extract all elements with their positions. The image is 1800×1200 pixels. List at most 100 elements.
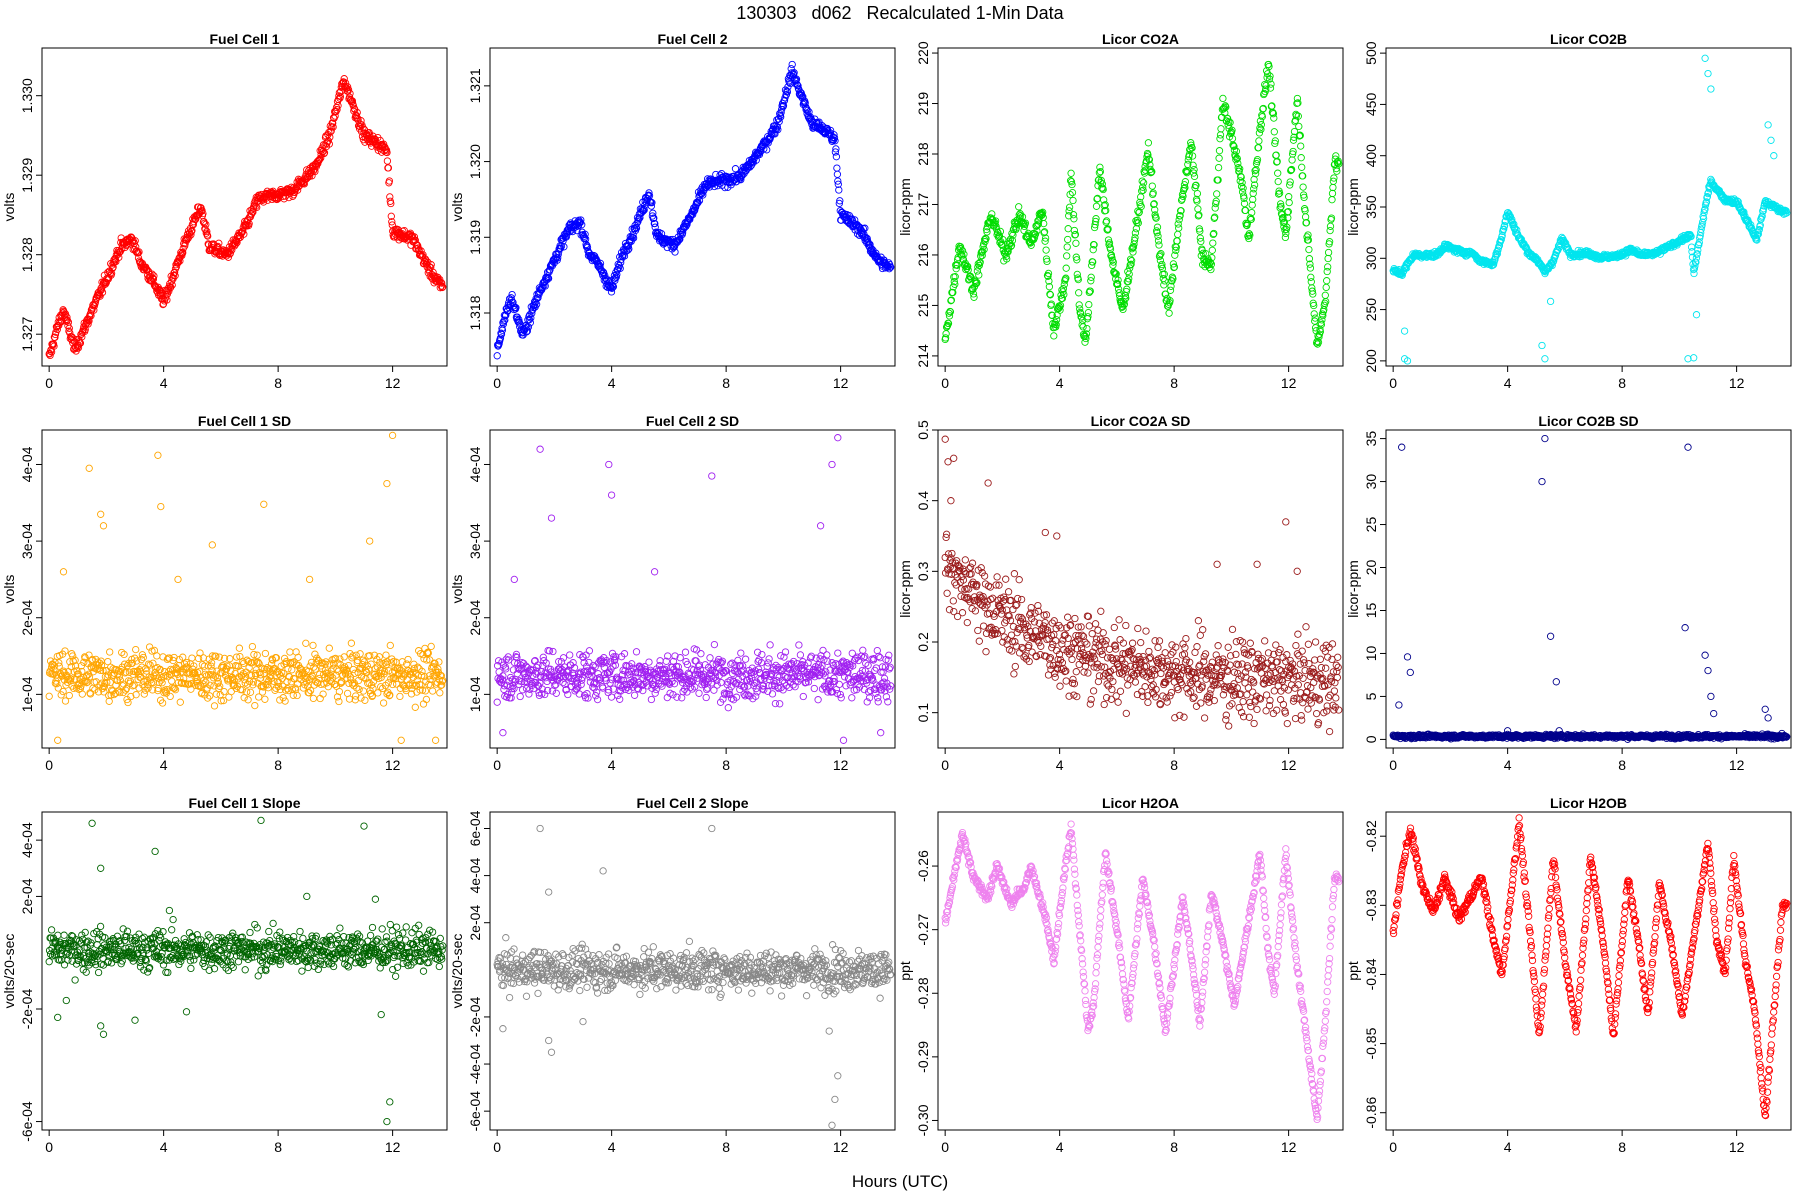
data-point	[408, 681, 417, 689]
data-point	[676, 654, 684, 662]
data-point	[99, 522, 108, 530]
data-point	[82, 679, 91, 687]
data-point	[1335, 160, 1343, 168]
data-point	[1274, 169, 1282, 177]
data-point	[273, 668, 281, 676]
data-point	[1146, 161, 1154, 169]
data-point	[1060, 290, 1068, 299]
data-point	[59, 687, 67, 696]
data-point	[1699, 214, 1708, 223]
data-point	[1259, 105, 1267, 113]
data-point	[1114, 276, 1122, 284]
data-point	[97, 510, 105, 518]
data-point	[1270, 128, 1278, 136]
y-axis-label: licor-ppm	[1345, 178, 1361, 236]
data-point	[1118, 302, 1127, 311]
data-point	[649, 209, 657, 217]
data-point	[506, 673, 515, 682]
data-point	[349, 665, 357, 674]
data-point	[1100, 202, 1108, 210]
data-point	[248, 642, 257, 651]
data-point	[533, 681, 542, 689]
data-point	[1050, 332, 1058, 340]
x-tick-label: 4	[160, 375, 168, 391]
data-point	[834, 177, 842, 185]
data-point	[1070, 215, 1078, 223]
data-point	[1493, 250, 1502, 258]
data-point	[799, 658, 807, 666]
data-point	[1126, 255, 1135, 263]
data-point	[67, 675, 75, 683]
data-point	[577, 680, 585, 689]
data-point	[132, 657, 141, 665]
data-point	[50, 342, 58, 350]
data-point	[1754, 230, 1763, 238]
data-point	[1250, 181, 1259, 189]
data-point	[738, 171, 746, 180]
y-tick-label: 220	[915, 41, 931, 65]
data-point	[1267, 80, 1275, 88]
data-point	[811, 673, 819, 681]
data-point	[1694, 246, 1702, 254]
data-point	[1764, 121, 1772, 129]
data-point	[1706, 182, 1714, 190]
data-point	[386, 641, 394, 650]
data-point	[861, 224, 869, 232]
data-point	[347, 639, 356, 647]
y-tick-label: 300	[1363, 246, 1379, 270]
data-point	[417, 247, 425, 255]
data-point	[1094, 176, 1103, 184]
data-point	[1130, 236, 1139, 245]
data-point	[410, 233, 419, 241]
data-point	[831, 137, 839, 145]
data-point	[208, 666, 216, 675]
data-point	[516, 665, 524, 674]
data-point	[508, 290, 516, 299]
data-point	[958, 252, 966, 260]
data-point	[1310, 310, 1318, 318]
chart-fc1sd: Fuel Cell 1 SD0 4 8 121e-042e-043e-044e-04v…	[1, 413, 448, 773]
data-point	[1055, 303, 1064, 311]
data-point	[135, 248, 143, 256]
data-point	[1693, 250, 1701, 258]
data-point	[215, 653, 223, 661]
data-point	[1740, 208, 1748, 216]
data-point	[198, 206, 206, 215]
data-point	[569, 659, 577, 667]
data-point	[1177, 207, 1185, 215]
data-point	[439, 283, 447, 291]
data-point	[309, 641, 317, 650]
data-point	[1067, 178, 1076, 186]
data-point	[338, 678, 346, 686]
data-point	[264, 684, 272, 692]
data-point	[1241, 206, 1250, 215]
data-point	[670, 680, 679, 688]
data-point	[91, 686, 99, 694]
data-point	[763, 146, 771, 154]
data-point	[1317, 320, 1326, 329]
data-point	[1039, 208, 1047, 216]
data-point	[1064, 235, 1072, 244]
data-point	[1508, 215, 1516, 224]
data-point	[68, 682, 76, 690]
data-point	[1249, 189, 1257, 198]
data-point	[387, 199, 395, 208]
data-point	[213, 674, 221, 682]
y-tick-label: 214	[915, 344, 931, 368]
data-point	[265, 677, 273, 685]
data-point	[563, 667, 571, 675]
data-point	[434, 665, 442, 673]
data-point	[667, 672, 676, 680]
data-point	[833, 689, 842, 698]
data-point	[1316, 327, 1325, 336]
data-point	[1260, 89, 1268, 98]
data-point	[206, 692, 214, 700]
data-point	[1253, 155, 1262, 164]
data-point	[1040, 219, 1048, 228]
data-point	[343, 83, 352, 91]
data-point	[1305, 255, 1314, 263]
data-point	[1208, 246, 1216, 254]
data-point	[272, 684, 280, 692]
data-point	[643, 682, 652, 690]
